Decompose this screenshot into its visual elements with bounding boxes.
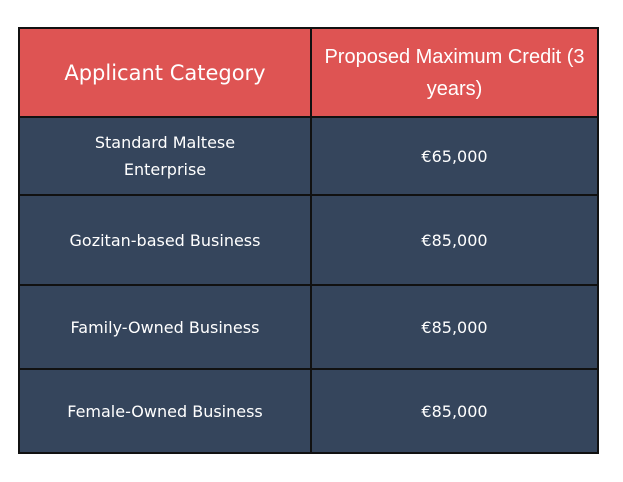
table-row: Female-Owned Business €85,000 — [18, 368, 599, 454]
category-cell: Family-Owned Business — [18, 284, 312, 370]
category-cell: Female-Owned Business — [18, 368, 312, 454]
header-proposed-maximum-credit: Proposed Maximum Credit (3 years) — [310, 27, 599, 118]
credit-cell: €85,000 — [310, 284, 599, 370]
table-row: Standard Maltese Enterprise €65,000 — [18, 116, 599, 196]
table-row: Family-Owned Business €85,000 — [18, 284, 599, 370]
category-cell: Gozitan-based Business — [18, 194, 312, 286]
category-cell: Standard Maltese Enterprise — [18, 116, 312, 196]
credit-cell: €65,000 — [310, 116, 599, 196]
header-row: Applicant Category Proposed Maximum Cred… — [18, 27, 599, 118]
table-row: Gozitan-based Business €85,000 — [18, 194, 599, 286]
credit-cell: €85,000 — [310, 368, 599, 454]
credit-cell: €85,000 — [310, 194, 599, 286]
header-applicant-category: Applicant Category — [18, 27, 312, 118]
credit-table: Applicant Category Proposed Maximum Cred… — [18, 27, 599, 454]
